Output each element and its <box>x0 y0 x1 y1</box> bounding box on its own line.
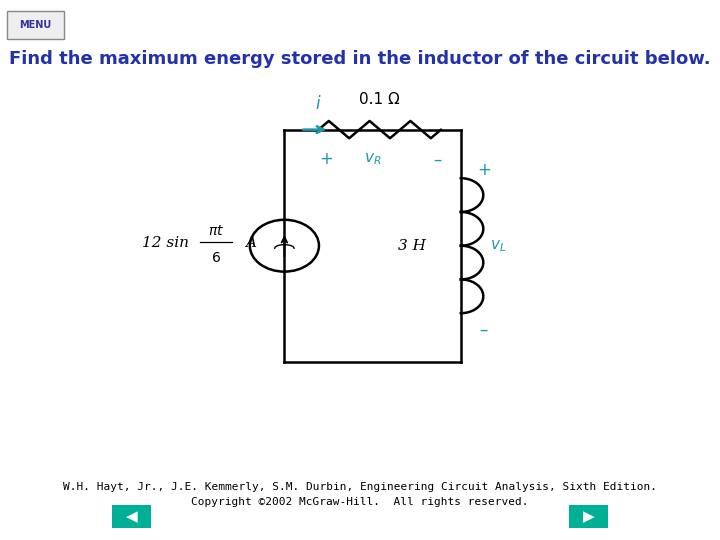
Text: Find the maximum energy stored in the inductor of the circuit below.: Find the maximum energy stored in the in… <box>9 50 711 69</box>
Text: MENU: MENU <box>19 20 51 30</box>
Text: +: + <box>477 161 491 179</box>
Text: –: – <box>480 320 488 339</box>
Text: $i$: $i$ <box>315 94 322 113</box>
Text: 0.1 Ω: 0.1 Ω <box>359 92 400 107</box>
Text: ▶: ▶ <box>582 509 595 524</box>
Text: $v_R$: $v_R$ <box>364 151 382 167</box>
Text: 3 H: 3 H <box>398 239 426 253</box>
Text: ◀: ◀ <box>125 509 138 524</box>
Text: W.H. Hayt, Jr., J.E. Kemmerly, S.M. Durbin, Engineering Circuit Analysis, Sixth : W.H. Hayt, Jr., J.E. Kemmerly, S.M. Durb… <box>63 482 657 492</box>
Text: $v_L$: $v_L$ <box>490 238 506 254</box>
Text: +: + <box>319 150 333 168</box>
Text: –: – <box>433 150 441 168</box>
Text: A: A <box>245 236 256 250</box>
FancyBboxPatch shape <box>569 505 608 528</box>
Text: $6$: $6$ <box>211 251 221 265</box>
Text: 12 sin: 12 sin <box>142 236 189 250</box>
FancyBboxPatch shape <box>112 505 151 528</box>
Text: $\pi t$: $\pi t$ <box>208 224 224 238</box>
Text: Copyright ©2002 McGraw-Hill.  All rights reserved.: Copyright ©2002 McGraw-Hill. All rights … <box>192 497 528 507</box>
FancyBboxPatch shape <box>7 11 64 39</box>
